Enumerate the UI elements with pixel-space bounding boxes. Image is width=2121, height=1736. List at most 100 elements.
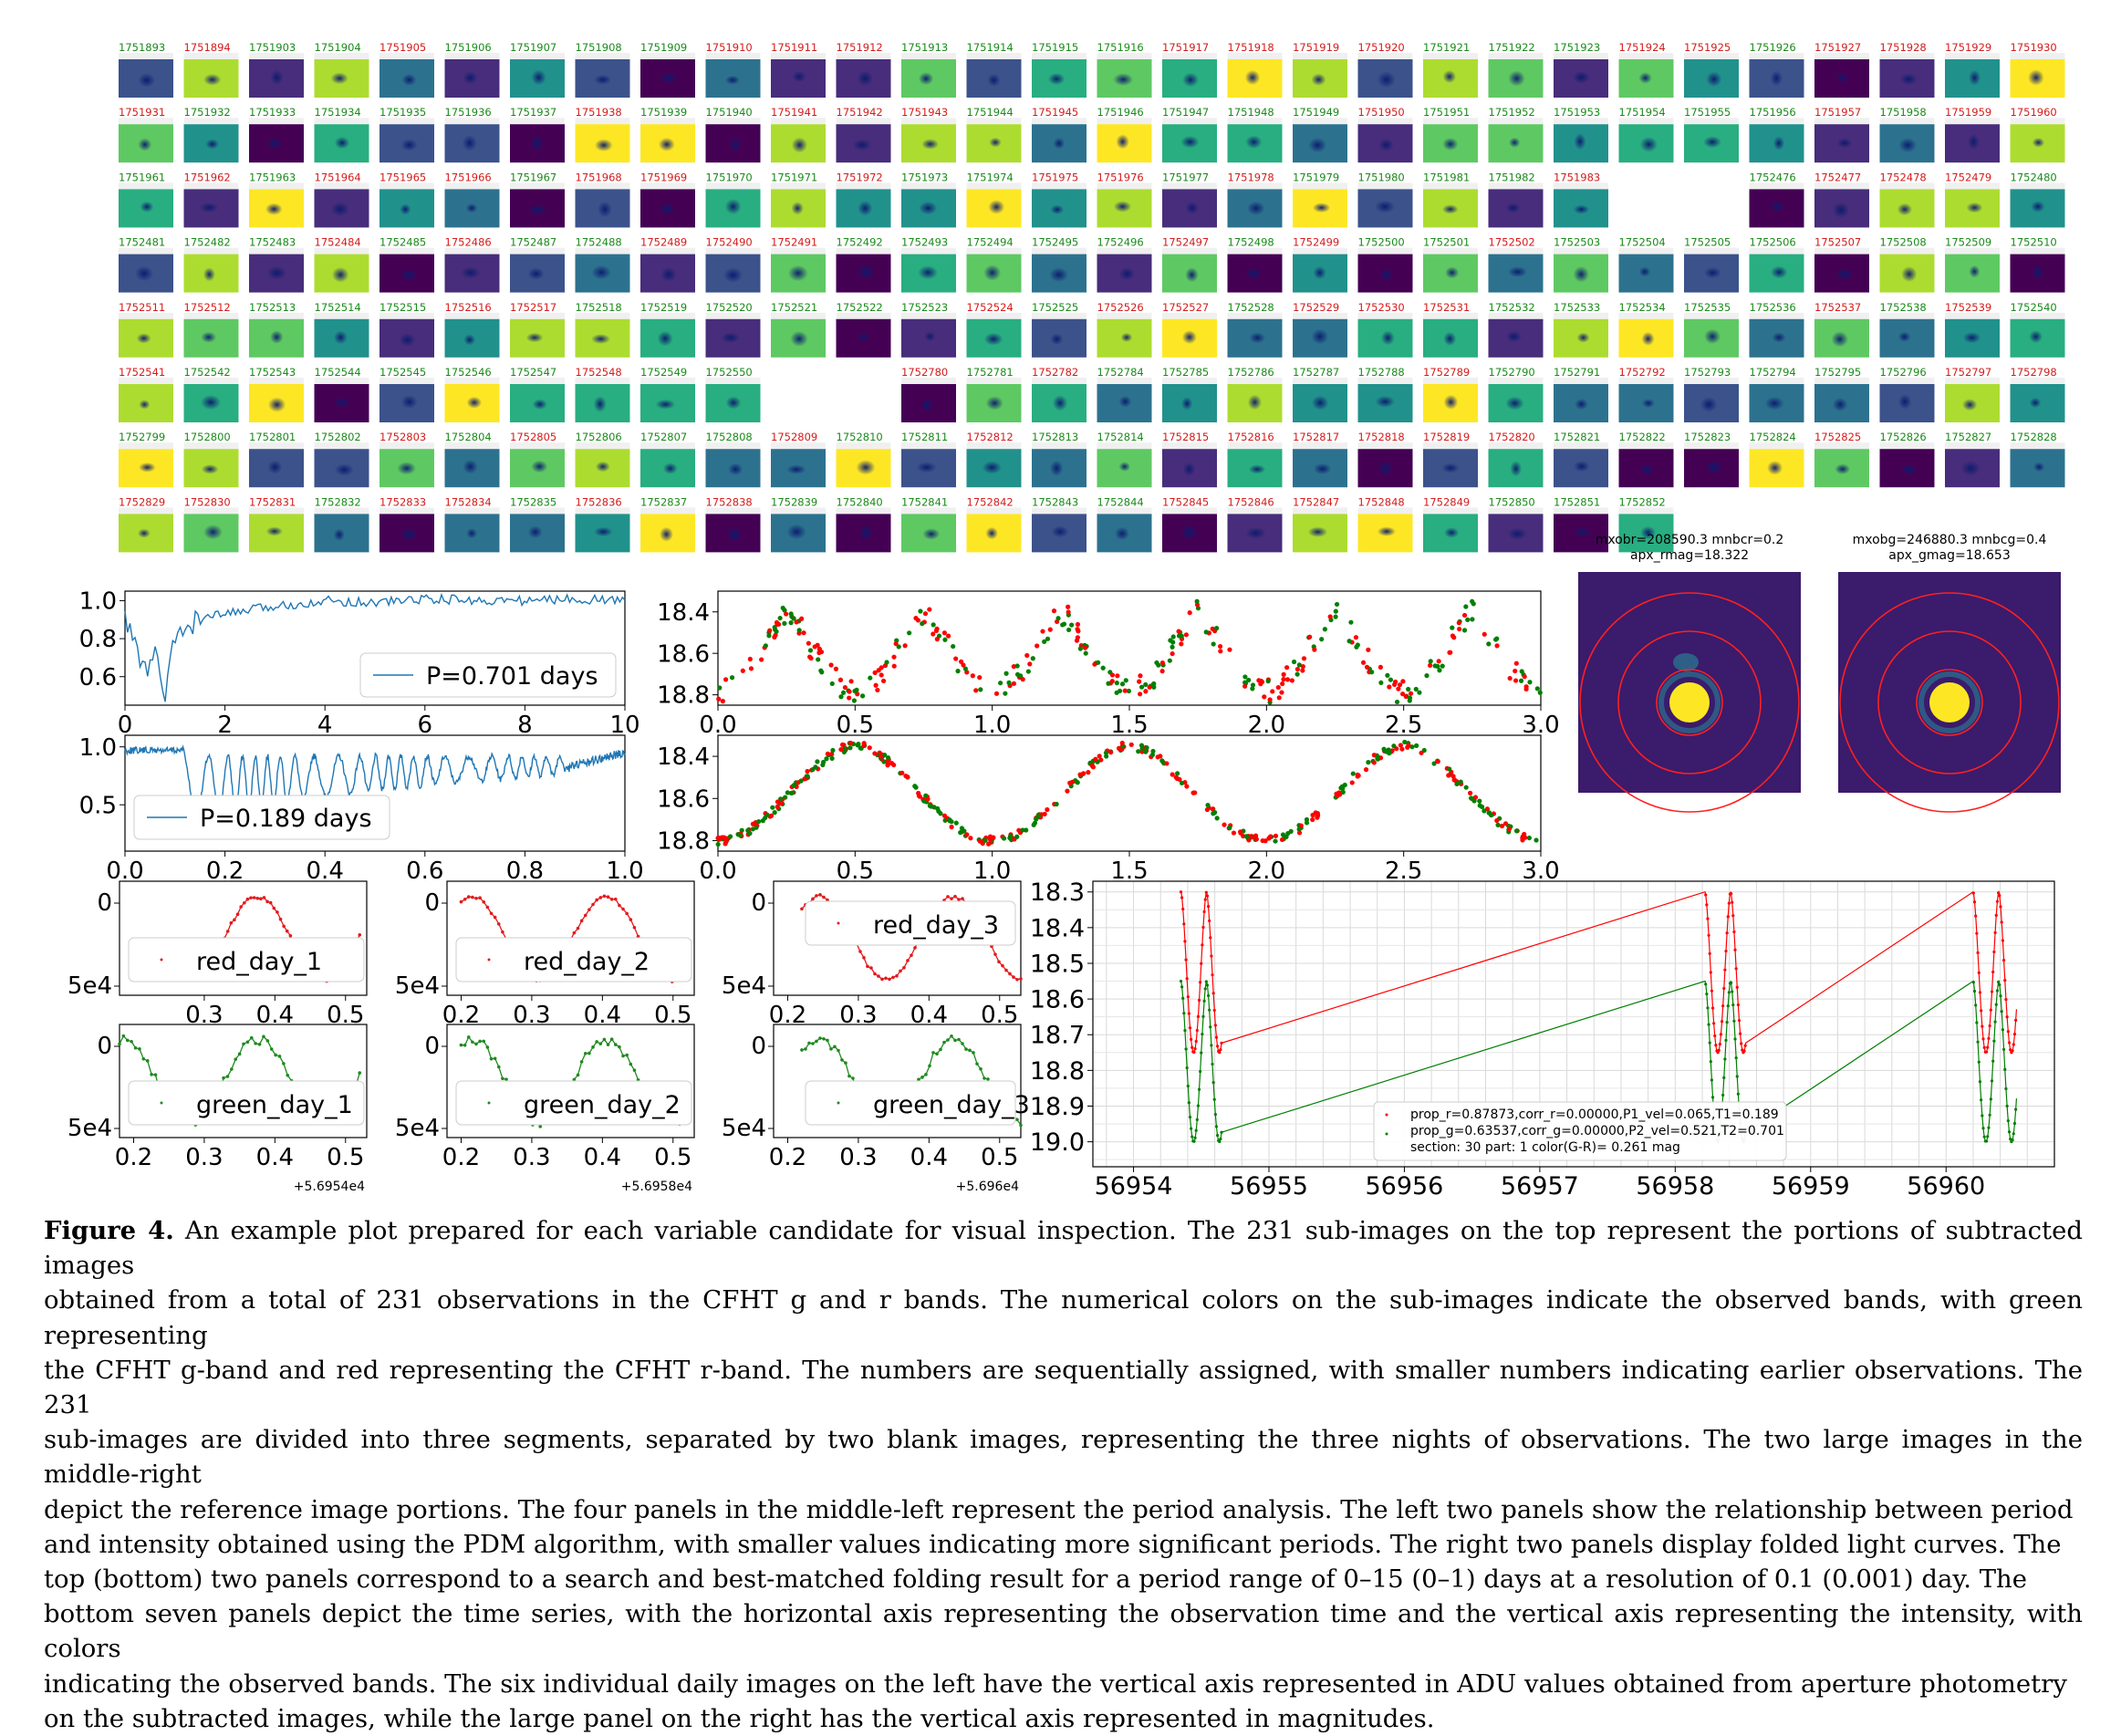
red-point <box>1989 1008 1992 1012</box>
red-point <box>1289 678 1294 683</box>
green-point <box>1055 616 1061 621</box>
green-point <box>1350 771 1356 776</box>
y-tick-label: 5e4 <box>722 972 766 1000</box>
thumbnail-id-label: 1752821 <box>1554 431 1600 443</box>
daily-point <box>924 1073 928 1076</box>
source-blob <box>1960 461 1981 476</box>
source-blob <box>1574 133 1586 151</box>
thumbnail-id-label: 1751923 <box>1554 41 1600 54</box>
green-point <box>938 811 943 816</box>
daily-point <box>493 915 497 920</box>
red-point <box>1727 901 1731 905</box>
subimage-thumbnail: 1752491 <box>771 236 826 293</box>
thumbnail-scale-strip <box>1097 442 1152 450</box>
red-point <box>2012 1043 2015 1046</box>
subimage-thumbnail: 1752802 <box>314 431 369 488</box>
subimage-thumbnail: 1751974 <box>966 171 1022 228</box>
thumbnail-scale-strip <box>1097 118 1152 125</box>
red-point <box>1218 649 1223 654</box>
red-point <box>1397 682 1403 688</box>
subimage-thumbnail: 1751973 <box>901 171 956 228</box>
thumbnail-id-label: 1752544 <box>315 366 361 379</box>
thumbnail-scale-strip <box>1423 53 1478 59</box>
green-point <box>1385 672 1390 678</box>
thumbnail-id-label: 1752822 <box>1619 431 1666 443</box>
thumbnail-id-label: 1751938 <box>576 106 622 119</box>
thumbnail-id-label: 1752782 <box>1032 366 1078 379</box>
source-blob <box>725 396 742 410</box>
caption-line: the CFHT g-band and red representing the… <box>44 1355 2083 1420</box>
source-blob <box>400 269 419 281</box>
source-blob <box>983 332 1003 346</box>
thumbnail-id-label: 1752809 <box>771 431 817 443</box>
thumbnail-scale-strip <box>1227 507 1283 515</box>
thumbnail-scale-strip <box>640 507 695 515</box>
source-blob <box>1898 138 1918 153</box>
red-point <box>1355 772 1360 777</box>
daily-point <box>972 1051 975 1055</box>
green-point <box>1154 660 1159 666</box>
daily-point <box>466 895 471 899</box>
red-point <box>1991 970 1995 974</box>
green-point <box>882 752 888 758</box>
green-point <box>1119 681 1126 687</box>
daily-point <box>866 964 869 969</box>
subimage-thumbnail: 1752806 <box>575 431 630 488</box>
source-blob <box>1962 332 1981 344</box>
red-point <box>1109 672 1116 678</box>
red-point <box>1024 652 1030 659</box>
thumbnail-scale-strip <box>249 442 304 450</box>
thumbnail-scale-strip <box>901 118 956 125</box>
x-tick-label: 1.0 <box>973 858 1011 885</box>
thumbnail-scale-strip <box>2010 378 2065 384</box>
subimage-thumbnail: 1752836 <box>575 495 630 553</box>
red-point <box>1183 632 1190 638</box>
red-point <box>1185 977 1189 981</box>
source-blob <box>1442 137 1459 151</box>
red-point <box>867 745 872 751</box>
subimage-thumbnail: 1752781 <box>966 366 1022 422</box>
thumbnail-id-label: 1751949 <box>1293 106 1339 119</box>
red-point <box>1188 1026 1192 1030</box>
green-point <box>1180 985 1184 989</box>
thumbnail-scale-strip <box>1554 312 1608 319</box>
thumbnail-scale-strip <box>1032 182 1086 190</box>
thumbnail-id-label: 1751982 <box>1489 171 1535 183</box>
subimage-thumbnail: 1752788 <box>1357 366 1413 422</box>
red-point <box>1987 1036 1991 1040</box>
red-point <box>872 670 878 675</box>
red-point <box>861 743 867 748</box>
y-tick-label: 5e4 <box>395 972 440 1000</box>
daily-point <box>621 1054 625 1058</box>
green-point <box>1471 601 1476 607</box>
thumbnail-scale-strip <box>1097 53 1152 59</box>
red-point <box>1020 677 1025 682</box>
subimage-thumbnail: 1752489 <box>640 236 695 293</box>
thumbnail-id-label: 1751918 <box>1228 41 1274 54</box>
thumbnail-scale-strip <box>444 442 500 450</box>
daily-point <box>259 897 263 901</box>
y-tick-label: 0 <box>424 889 440 917</box>
daily-point <box>807 1041 811 1045</box>
red-point <box>1192 790 1198 795</box>
red-point <box>1716 1051 1720 1055</box>
red-point <box>716 696 722 702</box>
legend-marker <box>487 1101 491 1105</box>
thumbnail-id-label: 1751932 <box>184 106 231 119</box>
thumbnail-id-label: 1752797 <box>1945 366 1991 379</box>
thumbnail-id-label: 1752509 <box>1945 236 1991 249</box>
subimage-thumbnail: 1752812 <box>966 431 1022 488</box>
subimage-thumbnail: 1752525 <box>1032 301 1086 358</box>
green-point <box>1192 1139 1196 1143</box>
daily-point <box>242 900 246 905</box>
x-tick-label: 0.4 <box>910 1144 948 1171</box>
red-point <box>1300 668 1305 673</box>
green-point <box>1346 639 1352 644</box>
daily-point <box>598 896 603 899</box>
subimage-thumbnail: 1751952 <box>1488 106 1544 163</box>
red-point <box>1170 772 1175 777</box>
daily-point <box>1015 1117 1019 1122</box>
green-point <box>1014 834 1020 839</box>
green-point <box>1519 669 1524 674</box>
daily-point <box>572 930 577 935</box>
